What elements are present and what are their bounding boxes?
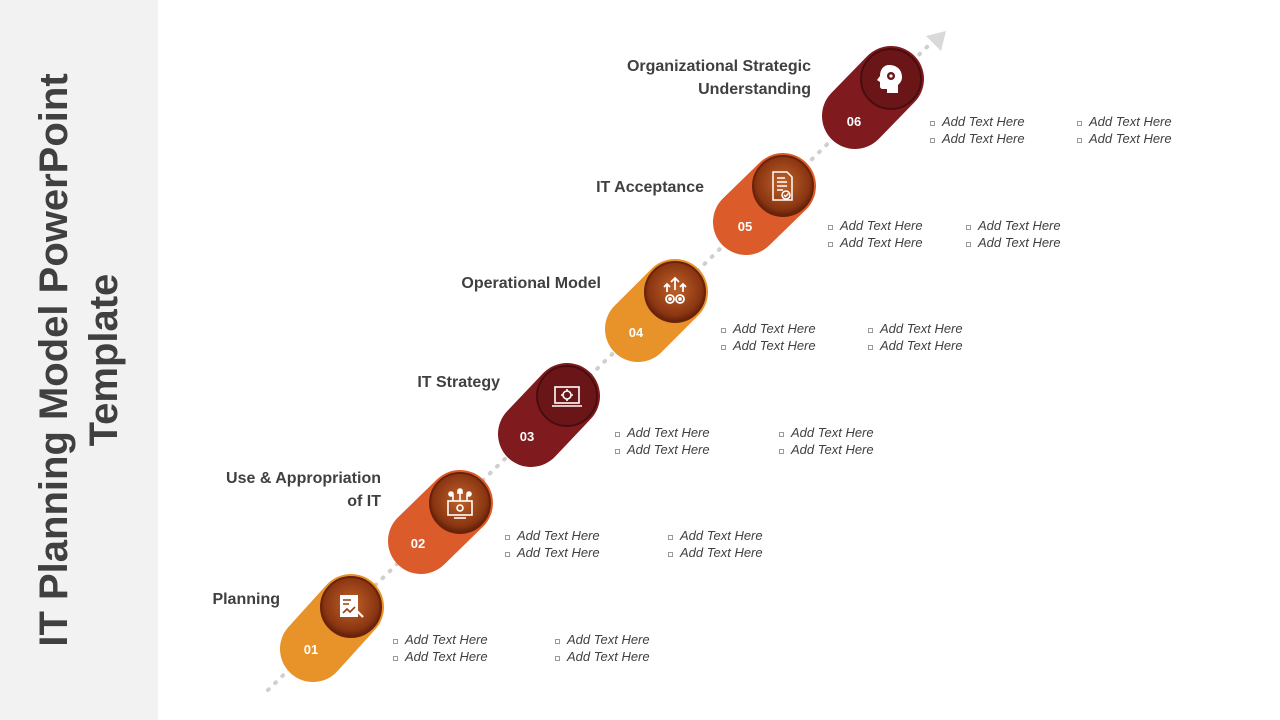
step-number: 03 [520, 429, 534, 444]
bullet-item: Add Text Here [615, 441, 710, 458]
step-02[interactable]: 02 [388, 470, 493, 574]
bullet-item: Add Text Here [868, 320, 963, 337]
step-number: 02 [411, 536, 425, 551]
step-05[interactable]: 05 [713, 153, 816, 255]
bullet-item: Add Text Here [555, 631, 650, 648]
step-label-03: IT Strategy [417, 374, 500, 391]
bullet-list: Add Text Here Add Text Here [779, 424, 874, 458]
bullet-item: Add Text Here [393, 631, 488, 648]
bullet-item: Add Text Here [828, 217, 923, 234]
step-number: 04 [629, 325, 644, 340]
bullet-item: Add Text Here [668, 527, 763, 544]
checklist-chart-icon [340, 595, 364, 618]
bullet-item: Add Text Here [930, 113, 1025, 130]
arrow-head [926, 31, 946, 51]
title-sidebar: IT Planning Model PowerPoint Template [0, 0, 158, 720]
bullet-item: Add Text Here [505, 527, 600, 544]
step-number: 06 [847, 114, 861, 129]
bullet-list: Add Text Here Add Text Here [668, 527, 763, 561]
step-03[interactable]: 03 [498, 363, 600, 467]
bullet-item: Add Text Here [505, 544, 600, 561]
dotted-path-line [266, 42, 932, 692]
bullet-item: Add Text Here [721, 337, 816, 354]
icon-circle [429, 472, 491, 534]
bullet-item: Add Text Here [721, 320, 816, 337]
bullet-item: Add Text Here [555, 648, 650, 665]
bullet-list: Add Text Here Add Text Here [868, 320, 963, 354]
bullet-item: Add Text Here [1077, 130, 1172, 147]
icon-circle [536, 365, 598, 427]
gears-arrows-icon [663, 276, 687, 304]
bullet-item: Add Text Here [779, 424, 874, 441]
step-04[interactable]: 04 [605, 259, 708, 362]
bullet-item: Add Text Here [966, 234, 1061, 251]
bullet-item: Add Text Here [868, 337, 963, 354]
bullet-list: Add Text Here Add Text Here [555, 631, 650, 665]
step-06[interactable]: 06 [822, 46, 924, 149]
bullet-item: Add Text Here [615, 424, 710, 441]
step-label-06: Organizational Strategic Understanding [626, 58, 811, 98]
bullet-item: Add Text Here [1077, 113, 1172, 130]
bullet-list: Add Text Here Add Text Here [930, 113, 1025, 147]
step-label-01: Planning [212, 591, 280, 608]
bullet-list: Add Text Here Add Text Here [966, 217, 1061, 251]
bullet-item: Add Text Here [930, 130, 1025, 147]
step-01[interactable]: 01 [280, 574, 384, 682]
step-label-04: Operational Model [461, 275, 601, 292]
bullet-list: Add Text Here Add Text Here [393, 631, 488, 665]
head-gear-icon [877, 65, 902, 93]
bullet-list: Add Text Here Add Text Here [721, 320, 816, 354]
bullet-item: Add Text Here [966, 217, 1061, 234]
bullet-list: Add Text Here Add Text Here [615, 424, 710, 458]
step-number: 05 [738, 219, 752, 234]
bullet-list: Add Text Here Add Text Here [828, 217, 923, 251]
computer-network-icon [447, 488, 473, 519]
bullet-item: Add Text Here [393, 648, 488, 665]
checklist-document-icon [772, 171, 793, 201]
bullet-item: Add Text Here [779, 441, 874, 458]
step-label-02: Use & Appropriation of IT [226, 470, 381, 510]
bullet-item: Add Text Here [668, 544, 763, 561]
bullet-item: Add Text Here [828, 234, 923, 251]
step-label-05: IT Acceptance [596, 179, 704, 196]
step-number: 01 [304, 642, 318, 657]
bullet-list: Add Text Here Add Text Here [1077, 113, 1172, 147]
icon-circle [644, 261, 706, 323]
bullet-list: Add Text Here Add Text Here [505, 527, 600, 561]
laptop-gear-icon [552, 386, 582, 407]
